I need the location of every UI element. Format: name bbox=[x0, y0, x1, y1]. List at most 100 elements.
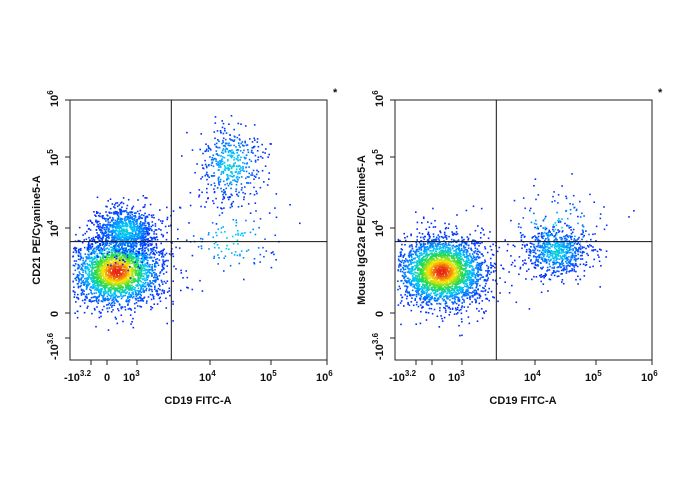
event-dot bbox=[201, 238, 204, 240]
event-dot bbox=[102, 296, 104, 298]
event-dot bbox=[152, 253, 154, 255]
event-dot bbox=[100, 278, 102, 280]
event-dot bbox=[129, 243, 132, 246]
event-dot bbox=[434, 226, 437, 228]
event-dot bbox=[78, 274, 80, 277]
event-dot bbox=[423, 247, 426, 250]
event-dot bbox=[237, 142, 240, 144]
event-dot bbox=[116, 274, 118, 277]
event-dot bbox=[105, 278, 108, 280]
event-dot bbox=[132, 278, 134, 280]
event-dot bbox=[250, 174, 252, 176]
event-dot bbox=[145, 264, 148, 267]
event-dot bbox=[130, 294, 132, 296]
event-dot bbox=[131, 274, 134, 276]
event-dot bbox=[90, 291, 92, 294]
event-dot bbox=[114, 221, 116, 224]
event-dot bbox=[129, 273, 131, 275]
event-dot bbox=[220, 155, 222, 157]
event-dot bbox=[216, 244, 219, 246]
event-dot bbox=[105, 205, 107, 208]
event-dot bbox=[441, 243, 443, 245]
event-dot bbox=[129, 214, 131, 217]
event-dot bbox=[116, 238, 118, 240]
event-dot bbox=[246, 162, 249, 164]
event-dot bbox=[138, 279, 141, 282]
event-dot bbox=[127, 271, 129, 273]
event-dot bbox=[428, 288, 431, 291]
event-dot bbox=[82, 259, 84, 262]
event-dot bbox=[117, 235, 120, 238]
event-dot bbox=[130, 268, 132, 271]
event-dot bbox=[120, 314, 123, 316]
event-dot bbox=[229, 150, 232, 152]
event-dot bbox=[258, 177, 260, 179]
event-dot bbox=[116, 322, 119, 325]
event-dot bbox=[109, 234, 111, 237]
event-dot bbox=[166, 206, 168, 209]
event-dot bbox=[486, 264, 488, 267]
event-dot bbox=[78, 278, 80, 280]
event-dot bbox=[465, 310, 468, 312]
event-dot bbox=[119, 273, 122, 275]
event-dot bbox=[113, 300, 115, 303]
event-dot bbox=[148, 223, 150, 226]
event-dot bbox=[95, 235, 97, 238]
event-dot bbox=[223, 168, 226, 171]
event-dot bbox=[156, 236, 158, 238]
event-dot bbox=[106, 247, 109, 249]
event-dot bbox=[104, 282, 107, 285]
event-dot bbox=[86, 263, 88, 265]
event-dot bbox=[145, 235, 147, 237]
event-dot bbox=[172, 255, 175, 258]
event-dot bbox=[113, 223, 116, 225]
event-dot bbox=[159, 288, 161, 291]
event-dot bbox=[75, 247, 78, 249]
event-dot bbox=[127, 233, 129, 235]
event-dot bbox=[415, 246, 418, 248]
event-dot bbox=[83, 239, 85, 241]
event-dot bbox=[139, 261, 142, 263]
event-dot bbox=[470, 265, 473, 267]
event-dot bbox=[224, 129, 226, 132]
event-dot bbox=[418, 241, 421, 244]
event-dot bbox=[464, 290, 467, 293]
event-dot bbox=[106, 260, 109, 263]
event-dot bbox=[151, 216, 153, 218]
event-dot bbox=[73, 265, 76, 267]
event-dot bbox=[117, 252, 120, 255]
event-dot bbox=[124, 263, 127, 266]
event-dot bbox=[471, 294, 473, 297]
event-dot bbox=[136, 294, 139, 296]
event-dot bbox=[127, 224, 129, 227]
event-dot bbox=[135, 239, 138, 242]
event-dot bbox=[254, 233, 257, 236]
event-dot bbox=[108, 251, 111, 253]
event-dot bbox=[137, 299, 139, 302]
event-dot bbox=[133, 227, 135, 230]
event-dot bbox=[115, 318, 117, 320]
event-dot bbox=[106, 304, 108, 306]
event-dot bbox=[92, 238, 95, 241]
event-dot bbox=[105, 248, 107, 250]
event-dot bbox=[130, 282, 133, 284]
event-dot bbox=[234, 171, 237, 173]
event-dot bbox=[222, 156, 224, 158]
event-dot bbox=[144, 279, 146, 282]
event-dot bbox=[101, 266, 104, 268]
event-dot bbox=[121, 281, 123, 284]
event-dot bbox=[232, 200, 235, 203]
event-dot bbox=[222, 193, 224, 196]
event-dot bbox=[253, 193, 256, 196]
event-dot bbox=[133, 222, 135, 225]
event-dot bbox=[141, 234, 143, 237]
event-dot bbox=[105, 239, 107, 241]
event-dot bbox=[151, 269, 153, 271]
event-dot bbox=[263, 181, 265, 183]
event-dot bbox=[145, 273, 148, 275]
event-dot bbox=[200, 237, 202, 240]
event-dot bbox=[473, 291, 475, 293]
event-dot bbox=[455, 245, 458, 247]
event-dot bbox=[120, 293, 122, 295]
event-dot bbox=[139, 272, 142, 274]
